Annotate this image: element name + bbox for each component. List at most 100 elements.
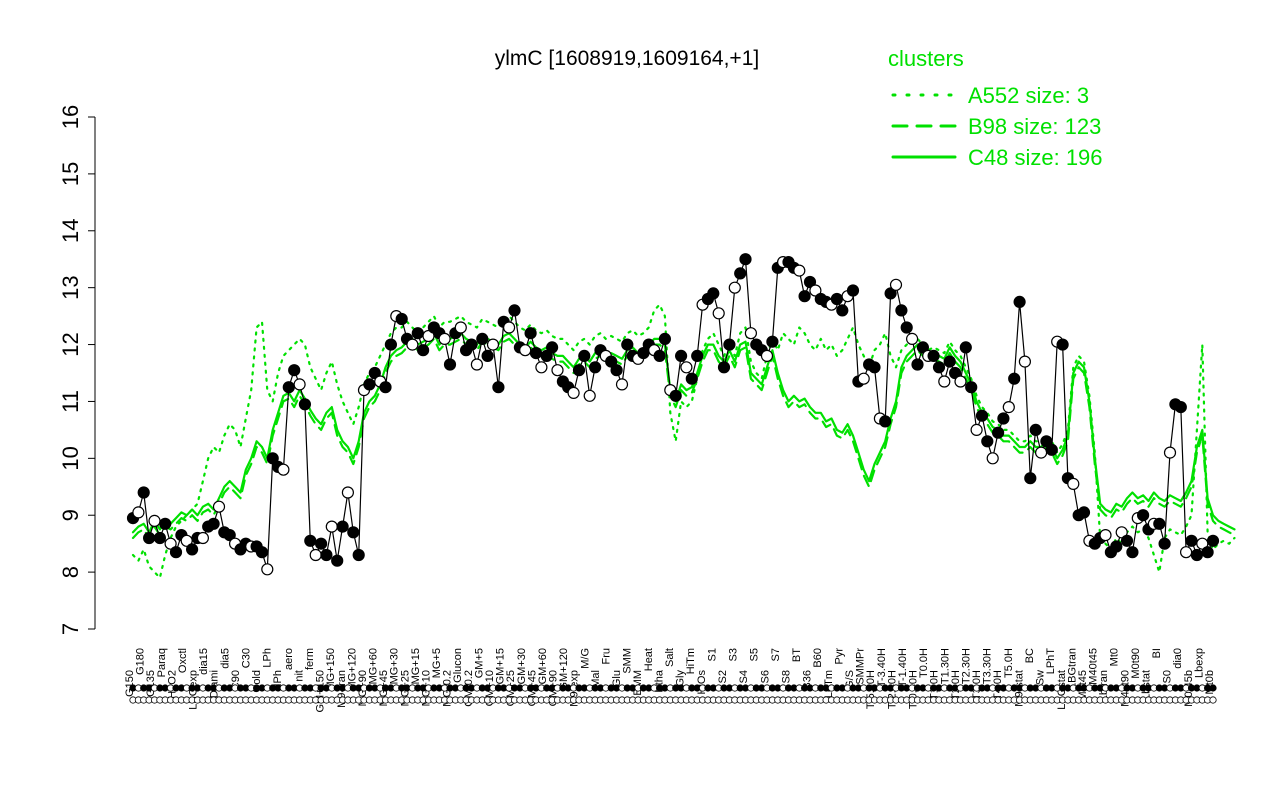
data-point xyxy=(691,349,704,362)
data-point xyxy=(1029,423,1042,436)
x-tick-label: Heat xyxy=(643,648,655,671)
x-tick-label: nit xyxy=(293,670,305,682)
data-point xyxy=(266,452,279,465)
x-tick-label: G180 xyxy=(135,648,147,675)
data-point xyxy=(186,543,199,556)
data-point xyxy=(997,412,1010,425)
x-tick-label: T-3.40H xyxy=(876,648,888,687)
x-tick-label: Pyr xyxy=(833,648,845,665)
data-point xyxy=(938,375,951,388)
data-point xyxy=(932,361,946,374)
data-point xyxy=(674,349,688,362)
x-tick-label: BMM xyxy=(632,670,644,696)
data-point xyxy=(1002,401,1015,414)
data-point xyxy=(438,332,451,345)
x-tick-label: GM+120 xyxy=(558,648,570,691)
data-point xyxy=(734,267,747,280)
x-tick-label: HiTm xyxy=(685,648,697,674)
data-point xyxy=(486,338,500,351)
data-point xyxy=(288,364,301,377)
x-tick-label: MG+30 xyxy=(389,648,401,684)
data-point xyxy=(304,534,317,547)
y-tick-label: 8 xyxy=(58,566,83,578)
x-tick-label: T2.30H xyxy=(961,648,973,684)
data-point xyxy=(395,312,408,326)
x-tick-label: S8 xyxy=(781,670,793,683)
data-point xyxy=(352,548,365,562)
legend-label: B98 size: 123 xyxy=(968,114,1101,139)
data-point xyxy=(803,275,817,289)
data-point xyxy=(981,435,994,448)
data-point xyxy=(325,520,338,533)
data-point xyxy=(1163,446,1177,459)
data-point xyxy=(1190,548,1204,562)
data-point xyxy=(476,332,489,345)
data-point xyxy=(1158,537,1171,550)
data-point xyxy=(320,548,333,562)
y-tick-label: 14 xyxy=(58,219,83,243)
x-tick-label: dia0 xyxy=(1172,648,1184,669)
data-point xyxy=(991,426,1005,439)
data-point xyxy=(1206,534,1220,547)
data-point xyxy=(793,264,806,277)
data-point xyxy=(653,349,666,362)
data-point xyxy=(846,284,860,297)
data-point xyxy=(895,304,908,317)
data-point xyxy=(830,292,844,306)
x-tick-label: Glu xyxy=(611,670,623,687)
x-tick-label: GM+15 xyxy=(495,648,507,684)
y-tick-label: 10 xyxy=(58,446,83,470)
data-point xyxy=(1034,446,1048,459)
x-tick-label: LoTm xyxy=(823,670,835,698)
x-tick-label: M40t45 xyxy=(1088,648,1100,685)
data-point xyxy=(1136,509,1150,522)
data-point xyxy=(1013,295,1026,308)
data-point xyxy=(137,486,150,499)
data-point xyxy=(545,341,559,354)
data-point xyxy=(927,349,940,362)
data-point xyxy=(384,338,397,351)
data-point xyxy=(481,349,494,362)
data-point xyxy=(1126,546,1139,559)
x-tick-label: BT xyxy=(791,648,803,662)
data-point xyxy=(336,520,349,533)
data-point xyxy=(293,378,306,391)
data-point xyxy=(798,290,811,303)
x-tick-label: LBGtran xyxy=(1066,648,1078,689)
data-line xyxy=(132,258,1214,570)
data-point xyxy=(1120,534,1134,547)
x-tick-label: GM+5 xyxy=(473,648,485,678)
x-tick-label: GM+60 xyxy=(537,648,549,684)
y-tick-label: 11 xyxy=(58,390,83,413)
data-point xyxy=(508,304,521,317)
data-point xyxy=(470,358,483,371)
x-tick-label: Gly xyxy=(675,670,687,687)
y-tick-label: 16 xyxy=(58,105,83,129)
x-tick-label: SMM xyxy=(622,648,634,674)
data-point xyxy=(1179,546,1193,559)
data-point xyxy=(551,364,564,377)
x-tick-label: LPhT xyxy=(1045,648,1057,675)
data-point xyxy=(621,338,634,351)
y-tick-label: 15 xyxy=(58,162,83,186)
data-points xyxy=(126,253,1220,576)
data-point xyxy=(986,452,999,465)
data-point xyxy=(911,358,924,371)
data-point xyxy=(535,361,548,374)
y-tick-label: 7 xyxy=(58,623,83,635)
data-point xyxy=(212,500,226,513)
data-point xyxy=(411,327,424,340)
legend-label: A552 size: 3 xyxy=(968,83,1089,108)
data-point xyxy=(169,546,183,559)
chart-title: ylmC [1608919,1609164,+1] xyxy=(495,47,759,70)
x-tick-label: MG+120 xyxy=(346,648,358,691)
data-point xyxy=(975,409,989,422)
data-point xyxy=(417,344,430,357)
data-point xyxy=(309,548,322,562)
x-tick-label: M/G xyxy=(579,648,591,669)
data-point xyxy=(368,366,381,380)
data-point xyxy=(379,381,392,394)
x-tick-label: LPh xyxy=(262,648,274,668)
data-point xyxy=(315,537,328,550)
